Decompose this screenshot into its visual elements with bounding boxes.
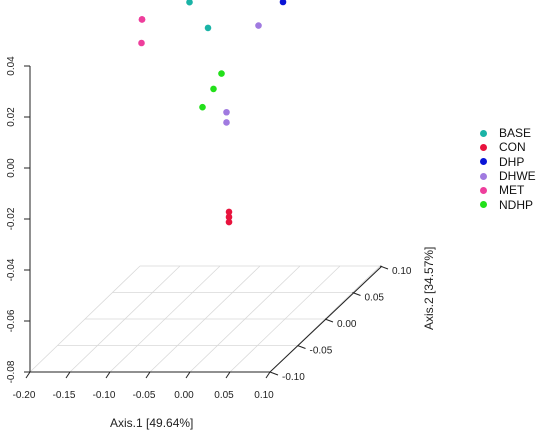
y-tick-mark xyxy=(324,318,334,323)
z-axis: -0.08 -0.06 -0.04 -0.02 0.00 0.02 0.04 xyxy=(6,56,31,383)
y-axis-ticks: -0.10 -0.05 0.00 0.05 0.10 xyxy=(269,265,412,383)
z-tick-label: 0.00 xyxy=(6,158,17,178)
point-dhwe xyxy=(223,119,230,126)
legend-item-base: BASE xyxy=(480,126,550,140)
floor-grid xyxy=(29,265,381,373)
point-con xyxy=(225,213,233,221)
legend-label: DHWE xyxy=(499,169,536,184)
x-tick-mark xyxy=(265,371,271,379)
x-tick-mark xyxy=(25,371,31,379)
z-tick-label: 0.04 xyxy=(6,56,17,76)
x-tick-label: 0.00 xyxy=(174,390,194,401)
x-tick-mark xyxy=(105,371,111,379)
x-tick-mark xyxy=(145,371,151,379)
legend-label: NDHP xyxy=(499,197,534,212)
x-tick-label: -0.15 xyxy=(53,390,76,401)
y-tick-label: 0.10 xyxy=(392,266,412,277)
x-axis-label: Axis.1 [49.64%] xyxy=(110,416,193,430)
point-con xyxy=(225,218,233,226)
x-axis-ticks: -0.20 -0.15 -0.10 -0.05 0.00 0.05 0.10 xyxy=(13,371,274,401)
x-tick-mark xyxy=(225,371,231,379)
point-dhwe xyxy=(223,108,230,116)
y-tick-label: -0.10 xyxy=(282,372,305,383)
legend-label: DHP xyxy=(499,154,525,169)
z-tick-label: -0.06 xyxy=(6,309,17,332)
y-tick-mark xyxy=(352,292,361,296)
legend-item-ndhp: NDHP xyxy=(480,197,550,212)
point-ndhp xyxy=(199,103,206,111)
point-base xyxy=(186,0,193,6)
z-tick-label: -0.04 xyxy=(6,258,17,281)
point-ndhp xyxy=(218,70,225,77)
legend-item-dhp: DHP xyxy=(480,155,550,169)
y-tick-mark xyxy=(269,371,279,376)
legend-swatch xyxy=(480,158,487,166)
point-dhp xyxy=(279,0,287,6)
x-tick-mark xyxy=(65,371,71,379)
x-tick-label: -0.10 xyxy=(93,390,116,401)
point-met xyxy=(138,39,145,47)
legend-swatch xyxy=(480,172,487,180)
y-tick-label: -0.05 xyxy=(310,346,333,357)
x-tick-mark xyxy=(185,371,191,379)
y-axis-label: Axis.2 [34.57%] xyxy=(422,247,436,330)
legend-item-con: CON xyxy=(480,140,550,154)
data-points xyxy=(138,0,287,226)
point-ndhp xyxy=(210,85,217,93)
x-tick-label: -0.20 xyxy=(13,390,36,401)
point-dhwe xyxy=(255,22,262,29)
y-tick-label: 0.00 xyxy=(337,319,357,330)
legend-swatch xyxy=(480,143,487,151)
point-con xyxy=(225,208,233,216)
y-tick-label: 0.05 xyxy=(365,293,385,304)
legend-item-met: MET xyxy=(480,183,550,197)
x-tick-label: 0.10 xyxy=(254,390,274,401)
legend-label: MET xyxy=(499,183,525,198)
legend-swatch xyxy=(480,186,487,194)
legend-swatch xyxy=(480,201,487,209)
x-tick-label: 0.05 xyxy=(214,390,234,401)
point-met xyxy=(138,16,146,23)
z-tick-label: -0.02 xyxy=(6,207,17,230)
legend-label: CON xyxy=(499,140,526,155)
legend-swatch xyxy=(480,129,487,137)
x-tick-label: -0.05 xyxy=(133,390,156,401)
legend-item-dhwe: DHWE xyxy=(480,169,550,183)
legend-label: BASE xyxy=(499,126,532,141)
z-tick-label: -0.08 xyxy=(6,360,17,383)
y-tick-mark xyxy=(297,345,306,349)
point-base xyxy=(204,24,212,32)
y-tick-mark xyxy=(379,265,389,270)
z-tick-label: 0.02 xyxy=(6,107,17,127)
legend: BASE CON DHP DHWE MET NDHP xyxy=(480,126,550,212)
